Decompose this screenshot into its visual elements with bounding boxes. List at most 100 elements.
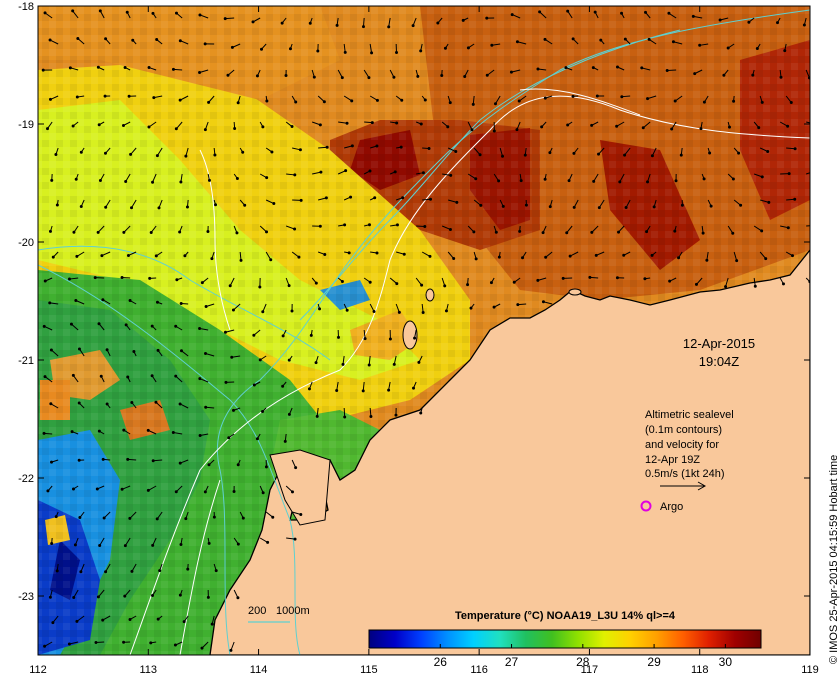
velocity-arrow-head bbox=[351, 100, 353, 102]
velocity-arrow-head bbox=[270, 259, 272, 261]
velocity-arrow-head bbox=[78, 402, 80, 404]
velocity-arrow-head bbox=[430, 198, 432, 200]
velocity-arrow-head bbox=[94, 277, 96, 279]
velocity-arrow-head bbox=[72, 125, 74, 127]
velocity-arrow-head bbox=[298, 256, 300, 258]
velocity-arrow-head bbox=[388, 26, 390, 28]
velocity-arrow-head bbox=[129, 618, 131, 620]
velocity-arrow-head bbox=[76, 620, 78, 622]
velocity-arrow-head bbox=[72, 10, 74, 12]
velocity-arrow-head bbox=[522, 257, 524, 259]
velocity-arrow-head bbox=[77, 37, 79, 39]
velocity-arrow-head bbox=[420, 412, 422, 414]
velocity-arrow-head bbox=[148, 126, 150, 128]
velocity-arrow-head bbox=[668, 12, 670, 14]
velocity-arrow-head bbox=[42, 69, 44, 71]
velocity-arrow-head bbox=[259, 286, 261, 288]
velocity-arrow-head bbox=[491, 44, 493, 46]
velocity-arrow-head bbox=[368, 77, 370, 79]
velocity-arrow-head bbox=[71, 431, 73, 433]
velocity-arrow-head bbox=[215, 570, 217, 572]
velocity-arrow-head bbox=[204, 491, 206, 493]
velocity-arrow-head bbox=[348, 252, 350, 254]
velocity-arrow-head bbox=[502, 155, 504, 157]
velocity-arrow-head bbox=[788, 173, 790, 175]
velocity-arrow-head bbox=[573, 206, 575, 208]
velocity-arrow-head bbox=[288, 285, 290, 287]
lon-tick-label: 114 bbox=[250, 664, 268, 676]
velocity-arrow-head bbox=[600, 39, 602, 41]
lat-tick-label: -21 bbox=[18, 355, 34, 367]
velocity-arrow-head bbox=[486, 17, 488, 19]
velocity-arrow-head bbox=[703, 101, 705, 103]
velocity-arrow-head bbox=[75, 178, 77, 180]
velocity-arrow-head bbox=[55, 154, 57, 156]
velocity-arrow-head bbox=[74, 544, 76, 546]
velocity-arrow-head bbox=[616, 66, 618, 68]
velocity-arrow-head bbox=[282, 385, 284, 387]
velocity-arrow-head bbox=[572, 95, 574, 97]
velocity-arrow-head bbox=[618, 231, 620, 233]
velocity-arrow-head bbox=[674, 230, 676, 232]
velocity-arrow-head bbox=[179, 231, 181, 233]
velocity-arrow-head bbox=[393, 363, 395, 365]
velocity-arrow-head bbox=[723, 74, 725, 76]
velocity-arrow-head bbox=[208, 101, 210, 103]
velocity-arrow-head bbox=[324, 253, 326, 255]
velocity-arrow-head bbox=[394, 171, 396, 173]
velocity-arrow-head bbox=[362, 390, 364, 392]
velocity-arrow-head bbox=[740, 204, 742, 206]
colorbar-tick-label: 29 bbox=[647, 655, 661, 669]
velocity-arrow-head bbox=[125, 180, 127, 182]
velocity-arrow-head bbox=[271, 151, 273, 153]
velocity-arrow-head bbox=[237, 597, 239, 599]
velocity-arrow-head bbox=[549, 152, 551, 154]
velocity-arrow-head bbox=[784, 50, 786, 52]
velocity-arrow-head bbox=[151, 375, 153, 377]
velocity-arrow-head bbox=[199, 435, 201, 437]
velocity-arrow-head bbox=[214, 154, 216, 156]
velocity-arrow-head bbox=[174, 644, 176, 646]
velocity-arrow-head bbox=[761, 176, 763, 178]
velocity-arrow-head bbox=[207, 231, 209, 233]
velocity-arrow-head bbox=[244, 204, 246, 206]
velocity-arrow-head bbox=[78, 459, 80, 461]
lon-tick-label: 116 bbox=[470, 664, 488, 676]
velocity-arrow-head bbox=[316, 415, 318, 417]
velocity-arrow-head bbox=[414, 337, 416, 339]
velocity-arrow-head bbox=[418, 361, 420, 363]
velocity-arrow-head bbox=[364, 338, 366, 340]
velocity-arrow-head bbox=[320, 171, 322, 173]
velocity-arrow-head bbox=[490, 282, 492, 284]
velocity-arrow-head bbox=[204, 43, 206, 45]
velocity-arrow-head bbox=[373, 310, 375, 312]
velocity-arrow-head bbox=[420, 50, 422, 52]
velocity-arrow-head bbox=[201, 647, 203, 649]
velocity-arrow-head bbox=[412, 25, 414, 27]
velocity-arrow-head bbox=[493, 306, 495, 308]
velocity-arrow-head bbox=[229, 285, 231, 287]
velocity-arrow-head bbox=[467, 284, 469, 286]
velocity-arrow-head bbox=[568, 180, 570, 182]
velocity-arrow-head bbox=[567, 10, 569, 12]
velocity-arrow-head bbox=[444, 285, 446, 287]
velocity-arrow-head bbox=[733, 100, 735, 102]
velocity-arrow-head bbox=[44, 12, 46, 14]
velocity-arrow-head bbox=[455, 151, 457, 153]
velocity-arrow-head bbox=[291, 310, 293, 312]
velocity-arrow-head bbox=[201, 282, 203, 284]
velocity-arrow-head bbox=[616, 277, 618, 279]
velocity-arrow-head bbox=[345, 170, 347, 172]
velocity-arrow-head bbox=[475, 258, 477, 260]
velocity-arrow-head bbox=[124, 545, 126, 547]
velocity-arrow-head bbox=[376, 145, 378, 147]
velocity-arrow-head bbox=[158, 207, 160, 209]
velocity-arrow-head bbox=[79, 517, 81, 519]
colorbar-title: Temperature (°C) NOAA19_L3U 14% ql>=4 bbox=[455, 610, 676, 622]
velocity-arrow-head bbox=[517, 304, 519, 306]
velocity-arrow-head bbox=[72, 488, 74, 490]
velocity-arrow-head bbox=[417, 75, 419, 77]
velocity-arrow-head bbox=[374, 197, 376, 199]
velocity-arrow-head bbox=[179, 99, 181, 101]
velocity-arrow-head bbox=[106, 403, 108, 405]
